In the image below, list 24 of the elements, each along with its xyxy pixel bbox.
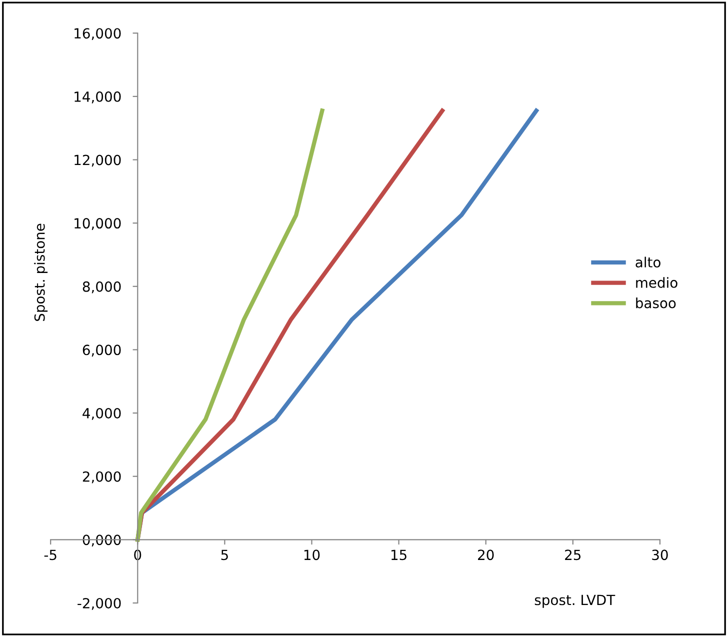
x-tick-label: -5: [44, 550, 56, 560]
legend-label: medio: [636, 277, 678, 288]
y-tick-label: -2,000: [78, 598, 121, 610]
y-tick-label: 14,000: [74, 91, 121, 104]
x-tick-label: 25: [565, 550, 581, 560]
y-tick-label: 4,000: [82, 408, 121, 420]
y-tick-label: 2,000: [82, 471, 121, 484]
legend-label: alto: [636, 256, 660, 268]
line-series: [136, 108, 324, 542]
x-tick-label: 30: [652, 550, 668, 560]
x-tick-label: 0: [134, 550, 142, 560]
y-tick-label: 6,000: [82, 344, 121, 357]
y-tick-label: 0,000: [82, 534, 121, 547]
y-tick-label: 12,000: [74, 154, 121, 167]
y-axis-title: Spost. pistone: [34, 224, 48, 321]
legend-label: basoo: [636, 298, 676, 308]
x-tick-label: 10: [304, 550, 320, 560]
x-axis-title: spost. LVDT: [534, 594, 616, 608]
y-tick-label: 16,000: [74, 28, 121, 40]
y-tick-label: 10,000: [74, 218, 121, 230]
x-tick-label: 5: [221, 550, 228, 560]
y-tick-label: 8,000: [82, 281, 121, 294]
x-tick-label: 20: [478, 550, 494, 560]
x-tick-label: 15: [391, 550, 406, 560]
